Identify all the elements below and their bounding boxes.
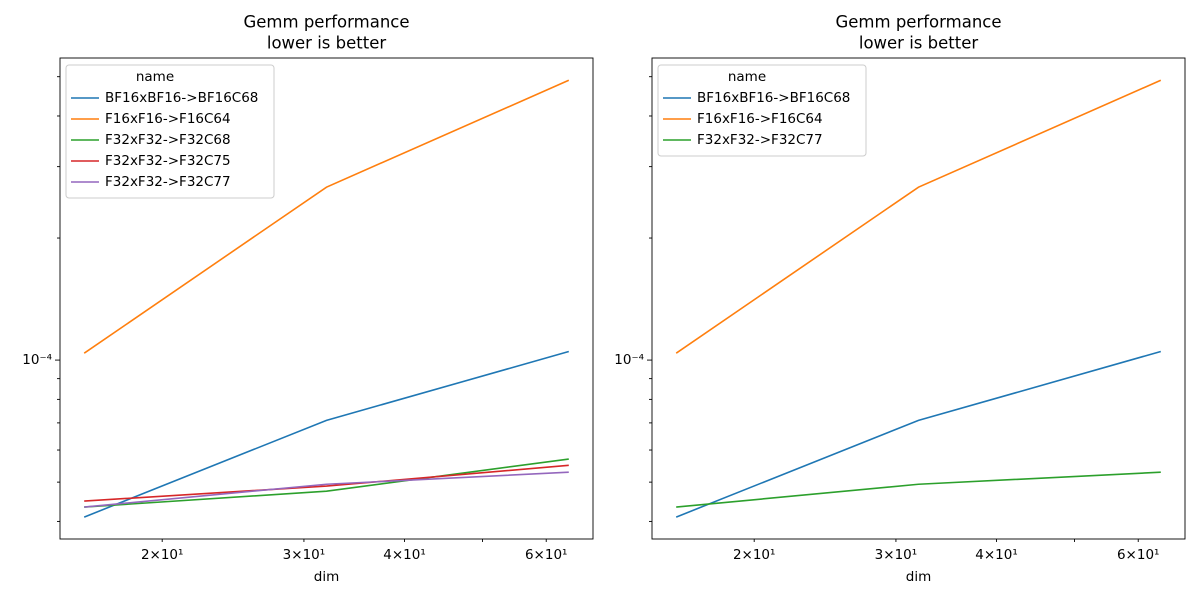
- x-tick-label: 2×10¹: [141, 547, 184, 563]
- series-line: [83, 350, 570, 518]
- series-line: [83, 79, 570, 354]
- series-line: [84, 464, 569, 502]
- legend-label: F16xF16->F16C64: [697, 111, 823, 127]
- y-tick-label: 10⁻⁴: [22, 352, 52, 368]
- y-tick-label: 10⁻⁴: [614, 352, 644, 368]
- x-tick-label: 4×10¹: [975, 547, 1018, 563]
- series-line: [675, 350, 1162, 518]
- x-tick-label: 3×10¹: [875, 547, 918, 563]
- legend-title: name: [728, 69, 766, 85]
- legend-title: name: [136, 69, 174, 85]
- x-axis-label: dim: [906, 569, 931, 585]
- chart-title: Gemm performance: [244, 13, 410, 32]
- series-line: [676, 471, 1161, 508]
- legend-label: BF16xBF16->BF16C68: [697, 90, 850, 106]
- series-line: [84, 471, 569, 508]
- series-line: [84, 458, 569, 508]
- legend-box: [657, 64, 867, 157]
- chart-subtitle: lower is better: [267, 34, 386, 53]
- axes: Gemm performance lower is better dim 2×10¹ 3…: [22, 13, 594, 585]
- x-tick-label: 4×10¹: [383, 547, 426, 563]
- x-tick-label: 3×10¹: [283, 547, 326, 563]
- chart-title: Gemm performance: [836, 13, 1002, 32]
- legend-label: F32xF32->F32C75: [105, 153, 231, 169]
- x-tick-label: 6×10¹: [1117, 547, 1160, 563]
- axes-frame: [651, 57, 1186, 540]
- x-tick-label: 2×10¹: [733, 547, 776, 563]
- axes: Gemm performance lower is better dim 2×10¹ 3…: [614, 13, 1186, 585]
- series-line: [675, 79, 1162, 354]
- axes-frame: [59, 57, 594, 540]
- legend-box: [65, 64, 275, 199]
- legend-label: F16xF16->F16C64: [105, 111, 231, 127]
- legend-label: BF16xBF16->BF16C68: [105, 90, 258, 106]
- legend-label: F32xF32->F32C68: [105, 132, 231, 148]
- x-axis-label: dim: [314, 569, 339, 585]
- x-tick-label: 6×10¹: [525, 547, 568, 563]
- chart-subtitle: lower is better: [859, 34, 978, 53]
- legend-label: F32xF32->F32C77: [697, 132, 823, 148]
- legend-label: F32xF32->F32C77: [105, 174, 231, 190]
